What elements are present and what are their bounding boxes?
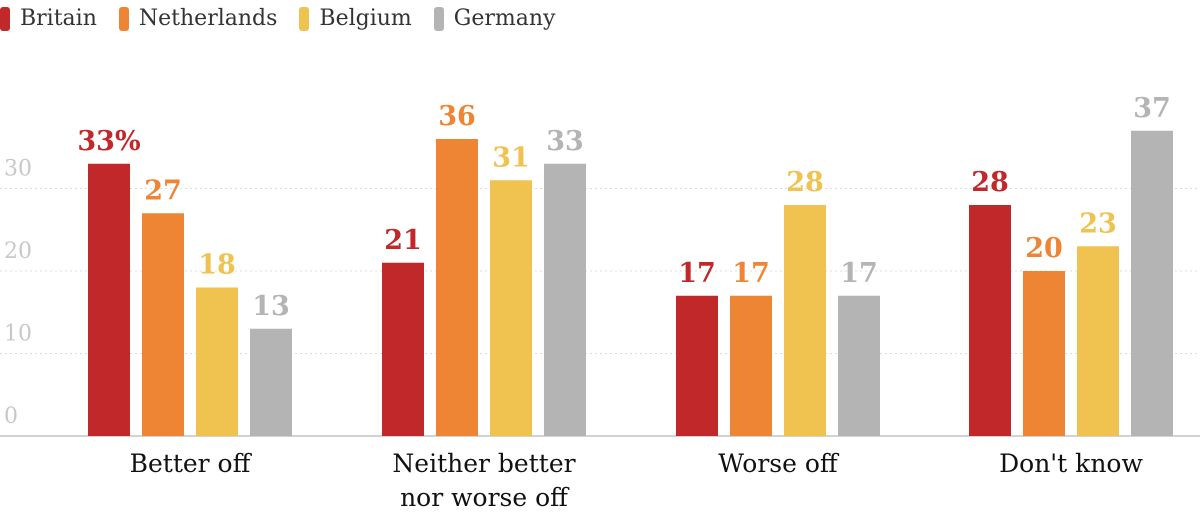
legend-swatch	[0, 6, 10, 31]
data-label: 31	[492, 142, 530, 173]
data-label: 17	[840, 258, 878, 289]
data-label: 33%	[77, 126, 140, 157]
legend-label: Germany	[453, 6, 556, 31]
data-label: 20	[1025, 233, 1063, 264]
legend-item-netherlands: Netherlands	[118, 6, 278, 31]
bar-belgium-worse-off	[784, 205, 826, 436]
bar-netherlands-worse-off	[730, 295, 772, 436]
legend-item-germany: Germany	[433, 6, 556, 31]
bar-belgium-better-off	[196, 287, 238, 436]
y-tick-label: 10	[4, 322, 32, 347]
y-tick-label: 20	[4, 239, 32, 264]
bar-netherlands-don-t-know	[1023, 271, 1065, 436]
category-label: Don't know	[999, 449, 1143, 478]
data-label: 28	[786, 167, 824, 198]
legend-label: Britain	[20, 6, 97, 31]
data-label: 13	[252, 291, 290, 322]
legend-swatch	[299, 6, 310, 31]
bar-belgium-don-t-know	[1077, 246, 1119, 436]
y-tick-label: 30	[4, 157, 32, 182]
bar-belgium-neither-better-nor-worse-off	[490, 180, 532, 436]
bar-britain-neither-better-nor-worse-off	[382, 262, 424, 436]
data-label: 17	[732, 258, 770, 289]
bar-germany-neither-better-nor-worse-off	[544, 163, 586, 436]
y-tick-label: 0	[4, 404, 18, 429]
legend-item-britain: Britain	[0, 6, 97, 31]
bar-britain-worse-off	[676, 295, 718, 436]
category-label: nor worse off	[400, 483, 570, 512]
category-label: Worse off	[718, 449, 840, 478]
data-label: 23	[1079, 208, 1117, 239]
bar-germany-worse-off	[838, 295, 880, 436]
bar-germany-better-off	[250, 328, 292, 436]
data-label: 27	[144, 175, 182, 206]
bar-germany-don-t-know	[1131, 130, 1173, 436]
data-label: 21	[384, 225, 422, 256]
bar-netherlands-better-off	[142, 213, 184, 436]
category-label: Neither better	[392, 449, 575, 478]
data-label: 36	[438, 101, 476, 132]
legend-swatch	[118, 6, 129, 31]
data-label: 37	[1133, 93, 1171, 124]
bar-britain-don-t-know	[969, 205, 1011, 436]
data-label: 33	[546, 126, 584, 157]
data-label: 28	[971, 167, 1009, 198]
legend-label: Belgium	[319, 6, 412, 31]
data-label: 17	[678, 258, 716, 289]
legend-swatch	[433, 6, 444, 31]
data-label: 18	[198, 250, 236, 281]
category-label: Better off	[130, 449, 253, 478]
legend-item-belgium: Belgium	[299, 6, 412, 31]
legend-label: Netherlands	[138, 6, 278, 31]
bar-netherlands-neither-better-nor-worse-off	[436, 139, 478, 436]
legend: Britain Netherlands Belgium Germany	[0, 6, 577, 31]
bar-britain-better-off	[88, 163, 130, 436]
